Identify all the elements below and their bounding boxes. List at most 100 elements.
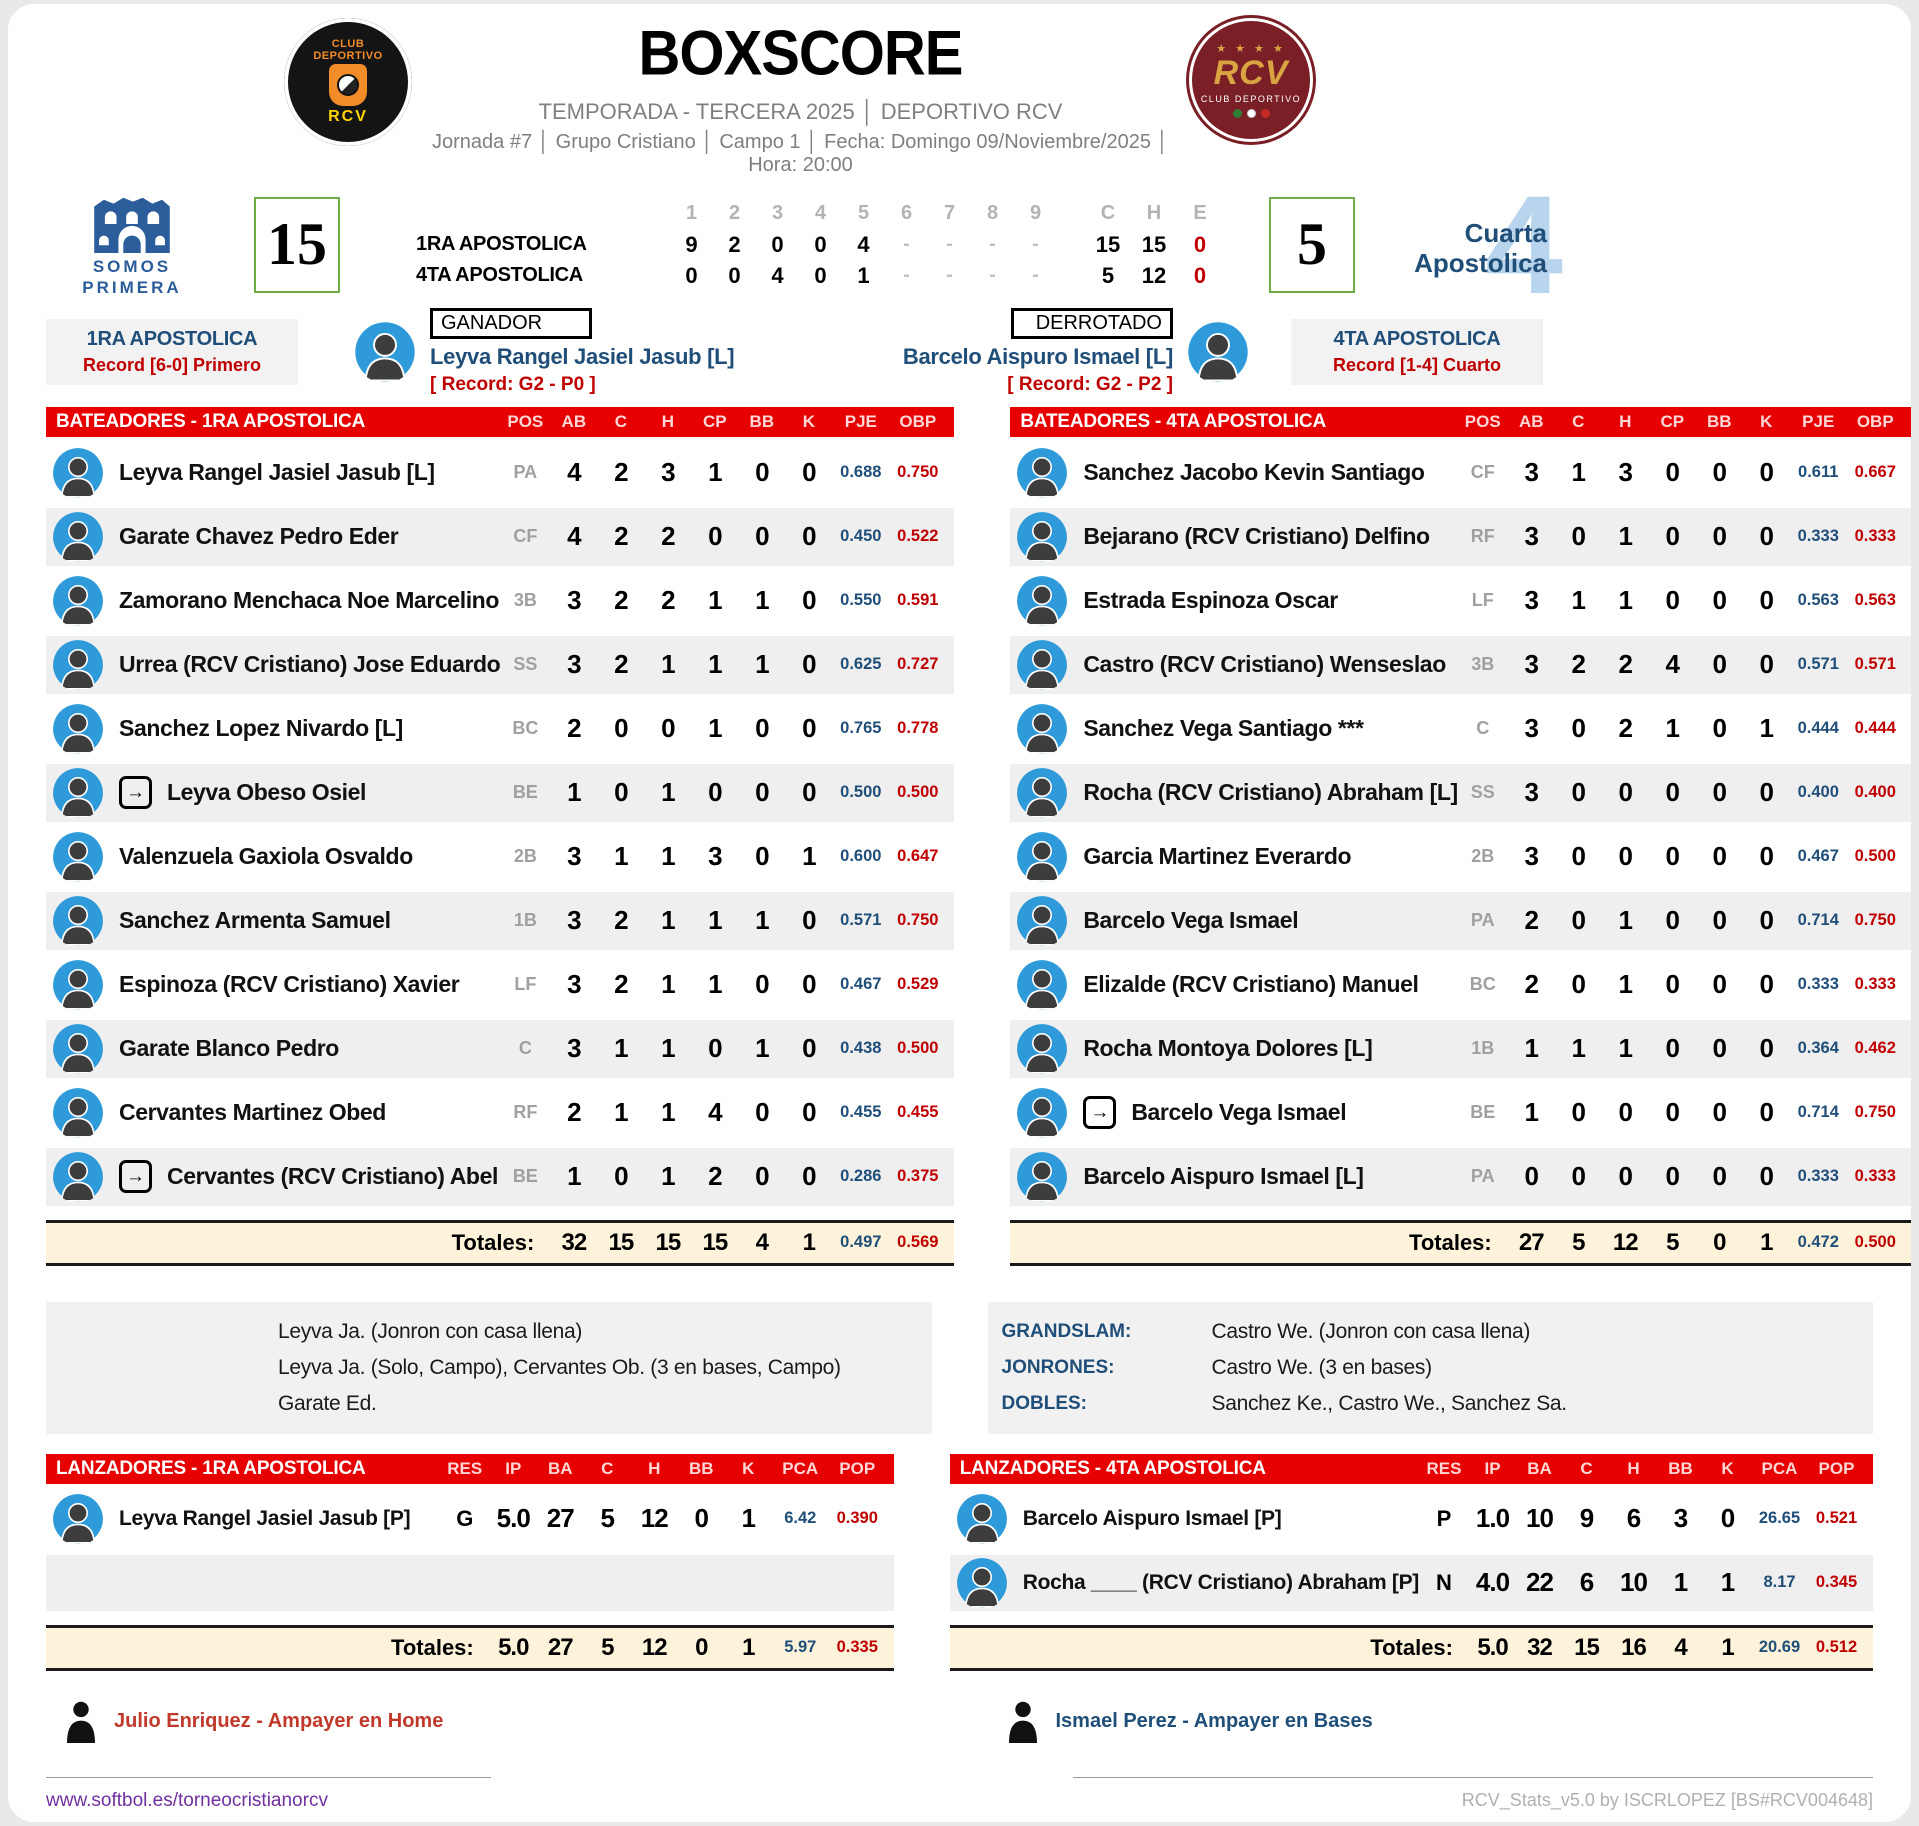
stat-cell: 0 — [755, 841, 769, 872]
column-header: C — [614, 411, 627, 431]
player-avatar — [52, 1087, 104, 1139]
stat-cell: 2 — [661, 521, 675, 552]
pca-cell: 6.42 — [784, 1509, 817, 1528]
rcv-badge-logo: ★ ★ ★ ★ RCV CLUB DEPORTIVO — [1189, 18, 1313, 142]
stat-cell: 1 — [708, 649, 722, 680]
stat-cell: 0 — [1665, 1033, 1680, 1064]
totals-header: H — [1146, 202, 1162, 225]
batter-row: Garcia Martinez Everardo 2B 3 0 0 0 0 0 0.467 0.5… — [1010, 827, 1911, 886]
cuarta-apostolica-text: Cuarta Apostolica — [1414, 217, 1547, 279]
stat-cell: 1 — [1524, 1033, 1539, 1064]
position-cell: BE — [512, 1166, 538, 1187]
batter-row: Garate Chavez Pedro Eder CF 4 2 2 0 0 0 0.450 0.5… — [46, 507, 955, 566]
obp-cell: 0.500 — [1854, 847, 1896, 866]
note-label: DOBLES: — [1001, 1392, 1088, 1414]
inning-header: 2 — [728, 202, 741, 225]
stat-cell: 2 — [708, 1161, 722, 1192]
bases-umpire-name: Ismael Perez - Ampayer en Bases — [1055, 1710, 1373, 1733]
result-cell: G — [456, 1505, 474, 1531]
player-avatar — [1016, 767, 1068, 819]
umpire-icon — [1008, 1701, 1037, 1743]
inning-header: 6 — [900, 202, 913, 225]
stat-cell: 9 — [1579, 1503, 1594, 1534]
title-stack: BOXSCORE TEMPORADA - TERCERA 2025 │ DEPO… — [412, 18, 1189, 177]
pje-cell: 0.364 — [1797, 1039, 1839, 1058]
totals-obp: 0.500 — [1854, 1233, 1896, 1252]
stat-cell: 0 — [802, 969, 816, 1000]
substitute-arrow-icon: → — [1083, 1096, 1117, 1130]
position-cell: BE — [1470, 1102, 1496, 1123]
column-header: H — [1627, 1458, 1640, 1478]
linescore-team: 1RA APOSTOLICA — [416, 233, 587, 256]
column-header: AB — [561, 411, 587, 431]
stat-cell: 1 — [1665, 713, 1680, 744]
player-name: Estrada Espinoza Oscar — [1083, 587, 1338, 614]
player-avatar — [52, 511, 104, 563]
stat-cell: 0 — [1712, 585, 1727, 616]
stat-cell: 0 — [1571, 969, 1586, 1000]
batter-name-area: Urrea (RCV Cristiano) Jose Eduardo — [52, 639, 501, 691]
stat-cell: 3 — [1618, 457, 1633, 488]
batter-row: → Cervantes (RCV Cristiano) Abel BE 1 0 1 2 0 0 0… — [46, 1147, 955, 1206]
totals-stat: 1 — [1760, 1228, 1773, 1256]
pitching-totals-row: Totales: 5.0 32 15 16 4 1 20.69 0.512 — [949, 1624, 1873, 1671]
cuarta-apostolica-logo: 4 Cuarta Apostolica — [1385, 174, 1565, 314]
stat-cell: 0 — [1759, 841, 1774, 872]
stat-cell: 0 — [1712, 521, 1727, 552]
somos-text: SOMOS — [92, 257, 172, 277]
page-header: CLUB DEPORTIVO RCV BOXSCORE TEMPORADA - … — [46, 18, 1873, 177]
totals-stat: 15 — [608, 1228, 634, 1256]
position-cell: 2B — [513, 846, 537, 867]
linescore-table: 1 2 3 4 5 6 7 8 9 C H E 1RA APOSTOLICA 9 2 0 0 4- - - -15 15 0… — [412, 198, 1223, 291]
totals-label: Totales: — [1409, 1229, 1492, 1255]
stat-cell: 0 — [1759, 457, 1774, 488]
stat-cell: 22 — [1526, 1567, 1554, 1598]
tournament-link[interactable]: www.softbol.es/torneocristianorcv — [46, 1789, 328, 1811]
batter-row: Elizalde (RCV Cristiano) Manuel BC 2 0 1 0 0 0 0… — [1010, 955, 1911, 1014]
totals-stat: 4 — [755, 1228, 769, 1256]
column-header: RES — [447, 1458, 483, 1478]
player-name: Rocha (RCV Cristiano) Abraham [L] — [1083, 779, 1458, 806]
stat-cell: 0 — [1712, 777, 1727, 808]
stat-cell: 5.0 — [496, 1503, 531, 1534]
stat-cell: 0 — [694, 1503, 709, 1534]
stat-cell: 3 — [567, 905, 581, 936]
note-value: Castro We. (Jonron con casa llena) — [1211, 1319, 1531, 1343]
inning-score: 4 — [857, 231, 870, 257]
stat-cell: 2 — [614, 969, 628, 1000]
note-value: Castro We. (3 en bases) — [1211, 1355, 1433, 1379]
pje-cell: 0.333 — [1797, 1167, 1839, 1186]
stat-cell: 0 — [755, 521, 769, 552]
column-header: BA — [1527, 1458, 1552, 1478]
footer-left: www.softbol.es/torneocristianorcv — [46, 1776, 491, 1812]
home-score: 15 — [267, 211, 327, 278]
pitchers-title: LANZADORES - 4TA APOSTOLICA — [959, 1457, 1266, 1479]
batter-name-area: Leyva Rangel Jasiel Jasub [L] — [52, 447, 500, 499]
stat-cell: 1 — [661, 969, 675, 1000]
score-band: SOMOS PRIMERA 15 1 2 3 4 5 6 7 8 9 C H E 1RA APOSTOL… — [46, 174, 1873, 314]
column-header: K — [1760, 411, 1773, 431]
player-avatar — [956, 1557, 1008, 1609]
stat-cell: 2 — [567, 1097, 581, 1128]
inning-score: - — [989, 264, 996, 287]
totals-stat: 5 — [1572, 1228, 1585, 1256]
inning-header: 1 — [685, 202, 698, 225]
position-cell: C — [518, 1038, 532, 1059]
stat-cell: 0 — [755, 457, 769, 488]
totals-label: Totales: — [1370, 1634, 1453, 1660]
loser-name: Barcelo Aispuro Ismael [L] — [902, 343, 1173, 369]
pje-cell: 0.438 — [840, 1039, 882, 1058]
column-header: K — [1721, 1458, 1734, 1478]
home-team-record-box: 1RA APOSTOLICA Record [6-0] Primero — [46, 318, 298, 385]
stat-cell: 2 — [614, 521, 628, 552]
player-name: Barcelo Vega Ismael — [1083, 907, 1299, 934]
position-cell: 1B — [513, 910, 537, 931]
winner-group: GANADOR Leyva Rangel Jasiel Jasub [L] [ … — [354, 307, 735, 396]
stat-cell: 1 — [1720, 1567, 1735, 1598]
player-avatar — [52, 703, 104, 755]
stat-cell: 0 — [1712, 1033, 1727, 1064]
stat-cell: 5 — [600, 1503, 615, 1534]
cuarta-text: Cuarta — [1464, 217, 1547, 248]
pop-cell: 0.521 — [1815, 1509, 1858, 1528]
stat-cell: 1 — [614, 1097, 628, 1128]
